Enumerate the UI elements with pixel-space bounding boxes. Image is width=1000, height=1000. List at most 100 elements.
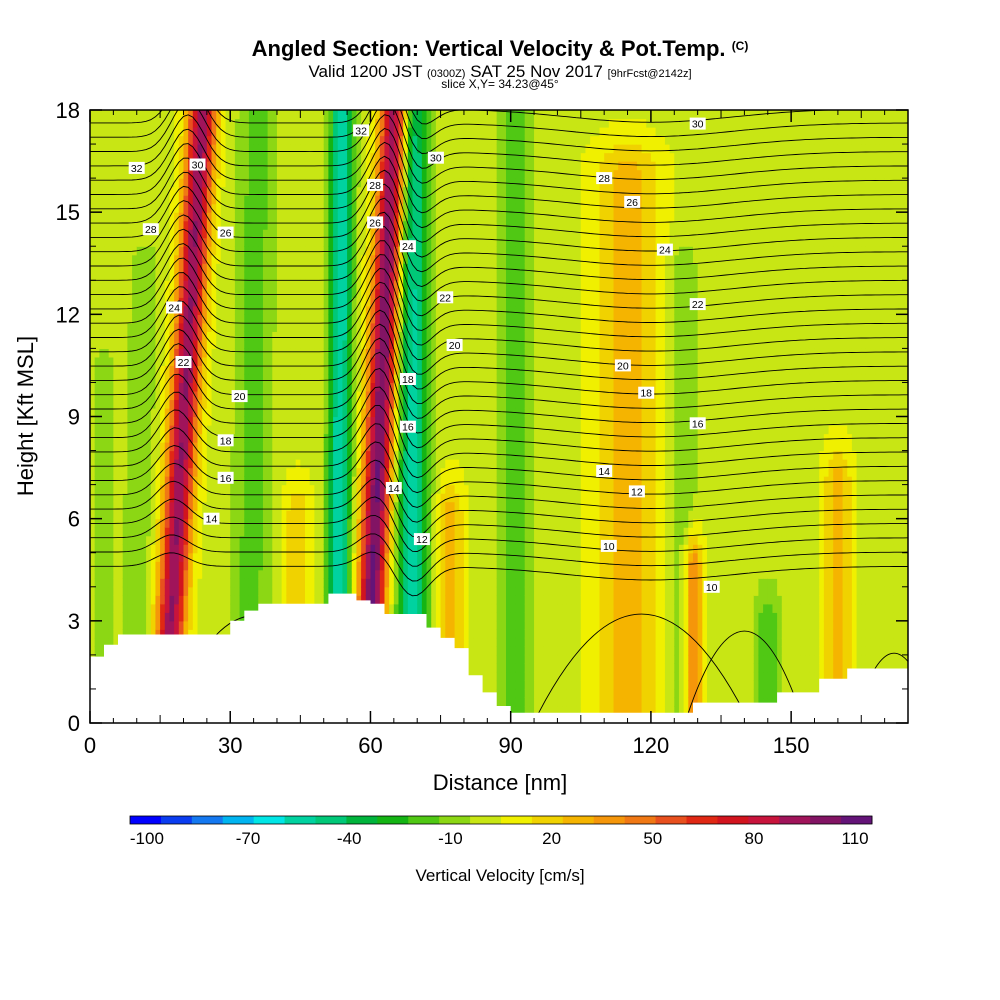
velocity-cell — [244, 459, 250, 469]
velocity-cell — [230, 356, 236, 367]
velocity-cell — [146, 322, 152, 332]
velocity-cell — [267, 390, 273, 401]
velocity-cell — [104, 527, 110, 537]
velocity-cell — [108, 110, 114, 120]
velocity-cell — [314, 127, 320, 137]
velocity-cell — [347, 382, 353, 392]
velocity-cell — [118, 195, 124, 205]
velocity-cell — [206, 561, 213, 571]
velocity-cell — [160, 527, 166, 537]
velocity-cell — [276, 561, 283, 571]
velocity-cell — [178, 544, 185, 554]
velocity-cell — [230, 578, 236, 588]
velocity-cell — [164, 212, 171, 222]
velocity-cell — [164, 263, 171, 273]
velocity-cell — [393, 467, 400, 477]
velocity-cell — [141, 365, 147, 375]
velocity-cell — [150, 527, 157, 537]
velocity-cell — [234, 595, 241, 605]
velocity-cell — [407, 220, 414, 230]
velocity-cell — [150, 152, 157, 162]
velocity-cell — [104, 322, 110, 332]
velocity-cell — [300, 595, 306, 605]
velocity-cell — [276, 390, 283, 401]
velocity-cell — [319, 212, 325, 222]
velocity-cell — [305, 425, 311, 435]
velocity-cell — [188, 467, 194, 477]
velocity-cell — [398, 552, 404, 562]
velocity-cell — [281, 586, 287, 596]
velocity-cell — [319, 527, 325, 537]
velocity-cell — [323, 535, 329, 545]
velocity-cell — [384, 118, 390, 128]
velocity-cell — [356, 135, 362, 145]
velocity-cell — [379, 237, 386, 247]
velocity-cell — [183, 305, 189, 315]
velocity-cell — [267, 510, 273, 520]
velocity-cell — [127, 416, 133, 426]
velocity-cell — [342, 552, 348, 562]
velocity-cell — [122, 476, 128, 486]
velocity-cell — [197, 127, 203, 137]
velocity-cell — [90, 152, 96, 162]
velocity-cell — [155, 254, 161, 264]
velocity-cell — [290, 586, 297, 596]
velocity-cell — [361, 535, 367, 545]
velocity-cell — [132, 442, 138, 452]
velocity-cell — [347, 229, 353, 239]
velocity-cell — [262, 331, 269, 341]
velocity-cell — [407, 433, 414, 443]
velocity-cell — [104, 620, 110, 630]
velocity-cell — [90, 433, 96, 443]
velocity-cell — [370, 595, 376, 605]
velocity-cell — [370, 442, 376, 452]
velocity-cell — [206, 459, 213, 469]
velocity-cell — [206, 476, 213, 486]
velocity-cell — [333, 237, 339, 247]
velocity-cell — [393, 561, 400, 571]
velocity-cell — [90, 595, 96, 605]
velocity-cell — [328, 280, 334, 290]
velocity-cell — [108, 561, 114, 571]
velocity-cell — [342, 127, 348, 137]
velocity-cell — [300, 578, 306, 588]
velocity-cell — [127, 407, 133, 418]
velocity-cell — [272, 373, 278, 384]
velocity-cell — [108, 220, 114, 230]
velocity-cell — [136, 561, 143, 571]
velocity-cell — [319, 263, 325, 273]
velocity-cell — [118, 331, 124, 341]
velocity-cell — [290, 442, 297, 452]
velocity-cell — [202, 535, 208, 545]
velocity-cell — [132, 382, 138, 392]
velocity-cell — [281, 425, 287, 435]
velocity-cell — [290, 305, 297, 315]
velocity-cell — [136, 280, 143, 290]
velocity-cell — [132, 152, 138, 162]
velocity-cell — [132, 212, 138, 222]
velocity-cell — [188, 348, 194, 358]
velocity-cell — [276, 135, 283, 145]
velocity-cell — [202, 459, 208, 469]
velocity-cell — [290, 110, 297, 120]
velocity-cell — [272, 442, 278, 452]
velocity-cell — [342, 161, 348, 171]
velocity-cell — [183, 390, 189, 401]
velocity-cell — [94, 578, 100, 588]
velocity-cell — [267, 169, 273, 179]
velocity-cell — [178, 416, 185, 426]
velocity-cell — [258, 288, 264, 298]
velocity-cell — [375, 254, 381, 264]
velocity-cell — [305, 237, 311, 247]
velocity-cell — [328, 212, 334, 222]
velocity-cell — [234, 442, 241, 452]
velocity-cell — [164, 518, 171, 528]
velocity-cell — [258, 305, 264, 315]
velocity-cell — [272, 433, 278, 443]
velocity-cell — [319, 493, 325, 503]
velocity-cell — [234, 263, 241, 273]
velocity-cell — [314, 467, 320, 477]
velocity-cell — [136, 365, 143, 375]
velocity-cell — [300, 510, 306, 520]
velocity-cell — [384, 220, 390, 230]
